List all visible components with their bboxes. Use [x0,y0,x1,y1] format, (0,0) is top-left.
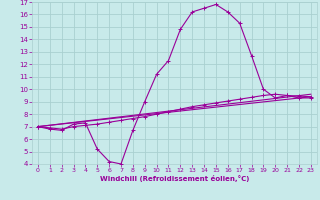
X-axis label: Windchill (Refroidissement éolien,°C): Windchill (Refroidissement éolien,°C) [100,175,249,182]
